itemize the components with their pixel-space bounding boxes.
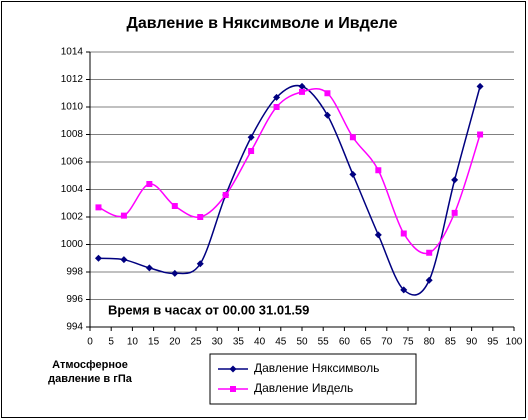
x-tick-label: 5 (108, 337, 114, 348)
x-tick-label: 95 (487, 337, 499, 348)
x-tick-label: 20 (169, 337, 181, 348)
marker (95, 204, 102, 211)
y-tick-label: 1014 (61, 47, 84, 58)
x-tick-label: 100 (506, 337, 523, 348)
y-tick-label: 1012 (61, 74, 84, 85)
y-tick-label: 998 (66, 267, 83, 278)
marker (273, 93, 281, 101)
x-tick-label: 50 (296, 337, 308, 348)
marker (171, 203, 178, 209)
x-tick-label: 90 (466, 337, 478, 348)
legend-label: Давление Няксимволь (254, 361, 379, 375)
marker (349, 170, 357, 178)
marker (323, 111, 331, 119)
legend-box (209, 353, 417, 405)
x-tick-label: 70 (381, 337, 393, 348)
x-tick-label: 65 (360, 337, 372, 348)
x-tick-label: 40 (254, 337, 266, 348)
marker (247, 133, 255, 141)
marker (476, 82, 484, 90)
marker (375, 167, 382, 174)
marker (171, 269, 179, 277)
marker (451, 176, 459, 184)
y-tick-label: 1000 (61, 239, 84, 250)
y-tick-label: 1008 (61, 129, 84, 140)
y-tick-label: 996 (66, 294, 83, 305)
x-tick-label: 85 (445, 337, 457, 348)
marker (273, 104, 280, 110)
x-tick-label: 30 (212, 337, 224, 348)
marker (349, 134, 356, 141)
marker (222, 192, 229, 198)
marker (298, 82, 306, 90)
chart-title: Давление в Няксимволе и Ивделе (127, 15, 398, 32)
marker (145, 264, 153, 272)
annotation: Время в часах от 00.00 31.01.59 (108, 302, 309, 317)
x-tick-label: 60 (339, 337, 351, 348)
x-tick-label: 10 (127, 337, 139, 348)
x-tick-label: 45 (275, 337, 287, 348)
y-tick-label: 1002 (61, 212, 84, 223)
x-tick-label: 35 (233, 337, 245, 348)
x-tick-label: 15 (148, 337, 160, 348)
y-axis-label: Атмосферное давление в гПа (48, 359, 132, 385)
marker (299, 88, 305, 95)
x-tick-label: 75 (402, 337, 414, 348)
marker (324, 90, 331, 97)
x-tick-label: 25 (190, 337, 202, 348)
marker (425, 276, 433, 284)
marker (400, 286, 408, 294)
legend-label: Давление Ивдель (254, 381, 353, 395)
y-tick-label: 1010 (61, 102, 84, 113)
x-tick-label: 80 (424, 337, 436, 348)
marker (120, 256, 128, 264)
x-tick-label: 55 (318, 337, 330, 348)
marker (477, 131, 484, 138)
y-tick-label: 1006 (61, 157, 84, 168)
marker (374, 231, 382, 239)
marker (120, 212, 127, 219)
legend-marker (229, 365, 237, 373)
marker (196, 260, 204, 268)
marker (400, 230, 407, 237)
marker (451, 209, 458, 216)
marker (248, 148, 255, 154)
marker (197, 214, 204, 220)
legend-marker (230, 386, 236, 392)
marker (426, 249, 433, 256)
y-tick-label: 1004 (61, 184, 84, 195)
marker (94, 254, 102, 262)
y-tick-label: 994 (66, 322, 83, 333)
x-tick-label: 0 (87, 337, 93, 348)
marker (146, 181, 153, 187)
series-line (98, 88, 481, 255)
